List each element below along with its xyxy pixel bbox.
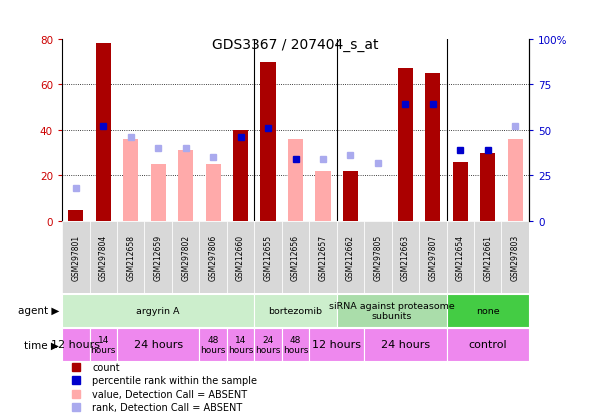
Text: bortezomib: bortezomib: [268, 306, 323, 315]
Text: 14
hours: 14 hours: [228, 335, 254, 354]
Text: 48
hours: 48 hours: [283, 335, 308, 354]
Text: GSM212659: GSM212659: [154, 235, 163, 280]
Text: agent ▶: agent ▶: [18, 306, 59, 316]
Text: 12 hours: 12 hours: [51, 339, 100, 349]
Bar: [144, 221, 172, 294]
Text: GSM212663: GSM212663: [401, 235, 410, 280]
Bar: [68, 210, 83, 221]
Bar: [502, 221, 529, 294]
Bar: [453, 162, 468, 221]
Text: siRNA against proteasome
subunits: siRNA against proteasome subunits: [329, 301, 454, 320]
Bar: [337, 221, 364, 294]
Bar: [426, 74, 440, 221]
Bar: [447, 328, 529, 361]
Text: GSM212655: GSM212655: [264, 235, 272, 280]
Bar: [62, 221, 89, 294]
Bar: [117, 221, 144, 294]
Text: rank, Detection Call = ABSENT: rank, Detection Call = ABSENT: [92, 402, 243, 412]
Text: GSM297802: GSM297802: [181, 235, 190, 280]
Bar: [96, 44, 111, 221]
Bar: [480, 153, 495, 221]
Bar: [261, 62, 275, 221]
Bar: [282, 221, 309, 294]
Bar: [227, 328, 254, 361]
Text: value, Detection Call = ABSENT: value, Detection Call = ABSENT: [92, 389, 248, 399]
Bar: [288, 140, 303, 221]
Bar: [227, 221, 254, 294]
Bar: [364, 221, 392, 294]
Bar: [151, 164, 165, 221]
Text: argyrin A: argyrin A: [137, 306, 180, 315]
Bar: [282, 328, 309, 361]
Bar: [62, 294, 254, 327]
Bar: [309, 221, 337, 294]
Bar: [398, 69, 413, 221]
Bar: [199, 328, 227, 361]
Text: 24
hours: 24 hours: [255, 335, 281, 354]
Text: 24 hours: 24 hours: [134, 339, 183, 349]
Bar: [309, 328, 364, 361]
Text: none: none: [476, 306, 499, 315]
Text: GDS3367 / 207404_s_at: GDS3367 / 207404_s_at: [212, 38, 379, 52]
Bar: [343, 171, 358, 221]
Text: 12 hours: 12 hours: [312, 339, 361, 349]
Bar: [89, 328, 117, 361]
Text: control: control: [469, 339, 507, 349]
Bar: [447, 294, 529, 327]
Text: GSM297805: GSM297805: [374, 235, 382, 280]
Bar: [392, 221, 419, 294]
Text: GSM297804: GSM297804: [99, 235, 108, 280]
Bar: [254, 328, 282, 361]
Text: 14
hours: 14 hours: [90, 335, 116, 354]
Text: time ▶: time ▶: [24, 339, 59, 349]
Text: GSM212657: GSM212657: [319, 235, 327, 280]
Text: GSM212656: GSM212656: [291, 235, 300, 280]
Bar: [117, 328, 199, 361]
Text: count: count: [92, 362, 120, 372]
Bar: [233, 131, 248, 221]
Bar: [62, 328, 89, 361]
Bar: [474, 221, 502, 294]
Bar: [419, 221, 447, 294]
Text: 48
hours: 48 hours: [200, 335, 226, 354]
Bar: [254, 294, 337, 327]
Bar: [206, 164, 220, 221]
Bar: [508, 140, 523, 221]
Bar: [337, 294, 447, 327]
Text: GSM212660: GSM212660: [236, 235, 245, 280]
Bar: [447, 221, 474, 294]
Bar: [89, 221, 117, 294]
Text: percentile rank within the sample: percentile rank within the sample: [92, 375, 258, 385]
Text: GSM297806: GSM297806: [209, 235, 217, 280]
Bar: [364, 328, 447, 361]
Text: GSM297803: GSM297803: [511, 235, 519, 280]
Text: 24 hours: 24 hours: [381, 339, 430, 349]
Bar: [254, 221, 282, 294]
Text: GSM212661: GSM212661: [483, 235, 492, 280]
Text: GSM212658: GSM212658: [126, 235, 135, 280]
Text: GSM212662: GSM212662: [346, 235, 355, 280]
Text: GSM212654: GSM212654: [456, 235, 465, 280]
Text: GSM297801: GSM297801: [72, 235, 80, 280]
Bar: [123, 140, 138, 221]
Bar: [172, 221, 199, 294]
Bar: [316, 171, 330, 221]
Text: GSM297807: GSM297807: [428, 235, 437, 280]
Bar: [199, 221, 227, 294]
Bar: [178, 151, 193, 221]
